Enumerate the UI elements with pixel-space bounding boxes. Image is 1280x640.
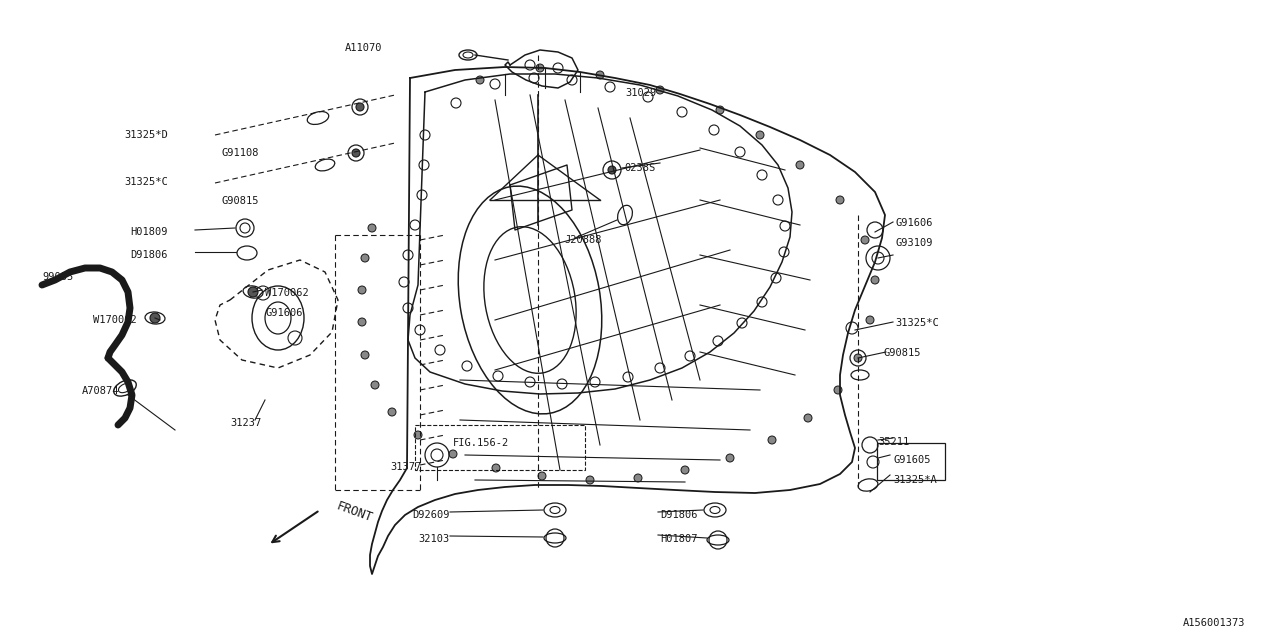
Text: A11070: A11070 bbox=[344, 43, 381, 53]
Text: FIG.156-2: FIG.156-2 bbox=[453, 438, 509, 448]
Circle shape bbox=[361, 254, 369, 262]
Text: 31325*C: 31325*C bbox=[124, 177, 168, 187]
Text: 0238S: 0238S bbox=[625, 163, 655, 173]
Circle shape bbox=[369, 224, 376, 232]
Circle shape bbox=[352, 149, 360, 157]
Circle shape bbox=[596, 71, 604, 79]
Text: G90815: G90815 bbox=[221, 196, 260, 206]
Circle shape bbox=[492, 464, 500, 472]
Text: A156001373: A156001373 bbox=[1183, 618, 1245, 628]
Circle shape bbox=[804, 414, 812, 422]
Text: 32103: 32103 bbox=[419, 534, 451, 544]
Text: W170062: W170062 bbox=[93, 315, 137, 325]
Text: D92609: D92609 bbox=[412, 510, 451, 520]
Text: G91606: G91606 bbox=[895, 218, 933, 228]
Text: A70874: A70874 bbox=[82, 386, 119, 396]
Circle shape bbox=[388, 408, 396, 416]
Text: G93109: G93109 bbox=[895, 238, 933, 248]
Circle shape bbox=[861, 236, 869, 244]
Circle shape bbox=[854, 354, 861, 362]
Circle shape bbox=[756, 131, 764, 139]
Circle shape bbox=[449, 450, 457, 458]
Text: G91606: G91606 bbox=[265, 308, 302, 318]
Circle shape bbox=[608, 166, 616, 174]
Circle shape bbox=[716, 106, 724, 114]
Circle shape bbox=[681, 466, 689, 474]
Text: 35211: 35211 bbox=[878, 437, 909, 447]
Text: 31325*D: 31325*D bbox=[124, 130, 168, 140]
Circle shape bbox=[358, 318, 366, 326]
Circle shape bbox=[371, 381, 379, 389]
Circle shape bbox=[586, 476, 594, 484]
Text: W170062: W170062 bbox=[265, 288, 308, 298]
Text: 31325*A: 31325*A bbox=[893, 475, 937, 485]
Text: G91605: G91605 bbox=[893, 455, 931, 465]
Text: 31237: 31237 bbox=[230, 418, 261, 428]
Circle shape bbox=[634, 474, 643, 482]
Circle shape bbox=[476, 76, 484, 84]
Circle shape bbox=[538, 472, 547, 480]
Circle shape bbox=[870, 276, 879, 284]
Circle shape bbox=[768, 436, 776, 444]
Circle shape bbox=[536, 64, 544, 72]
Circle shape bbox=[726, 454, 733, 462]
Text: G90815: G90815 bbox=[883, 348, 920, 358]
Circle shape bbox=[835, 386, 842, 394]
Circle shape bbox=[361, 351, 369, 359]
Text: 31377: 31377 bbox=[390, 462, 421, 472]
Circle shape bbox=[248, 287, 259, 297]
Text: D91806: D91806 bbox=[660, 510, 698, 520]
Text: J20888: J20888 bbox=[564, 235, 602, 245]
Circle shape bbox=[413, 431, 422, 439]
Circle shape bbox=[657, 86, 664, 94]
Circle shape bbox=[358, 286, 366, 294]
Text: 31325*C: 31325*C bbox=[895, 318, 938, 328]
Text: 99085: 99085 bbox=[42, 272, 73, 282]
Text: G91108: G91108 bbox=[221, 148, 260, 158]
Text: FRONT: FRONT bbox=[335, 499, 375, 525]
Bar bbox=[415, 425, 585, 470]
Text: H01809: H01809 bbox=[131, 227, 168, 237]
Circle shape bbox=[356, 103, 364, 111]
Text: 31029: 31029 bbox=[625, 88, 657, 98]
Text: H01807: H01807 bbox=[660, 534, 698, 544]
Circle shape bbox=[836, 196, 844, 204]
Circle shape bbox=[150, 313, 160, 323]
Text: D91806: D91806 bbox=[131, 250, 168, 260]
Circle shape bbox=[796, 161, 804, 169]
Bar bbox=[877, 443, 945, 480]
Circle shape bbox=[867, 316, 874, 324]
